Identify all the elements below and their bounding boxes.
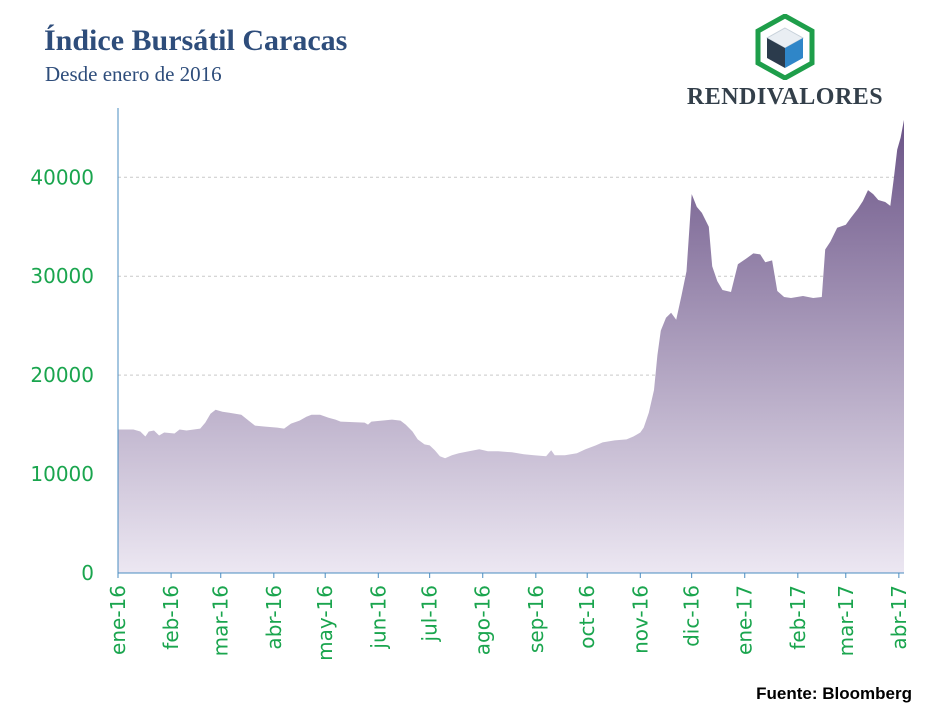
y-tick-label: 0 (81, 561, 94, 585)
rendivalores-logo: RENDIVALORES (680, 14, 890, 114)
logo-text: RENDIVALORES (686, 84, 884, 110)
x-axis-labels: ene-16 feb-16 mar-16 abr-16 may-16 jun-16 jul-… (106, 573, 911, 661)
y-tick-label: 20000 (30, 363, 94, 387)
x-tick-label: abr-17 (887, 585, 911, 650)
x-tick-label: mar-16 (209, 585, 233, 656)
x-tick-label: mar-17 (834, 585, 858, 656)
x-tick-label: nov-16 (628, 585, 652, 654)
x-tick-label: feb-17 (786, 585, 810, 650)
x-tick-label: sep-16 (524, 585, 548, 653)
y-tick-label: 40000 (30, 165, 94, 189)
y-axis-labels: 0 10000 20000 30000 40000 (30, 165, 94, 585)
cube-icon (755, 14, 815, 80)
axes (117, 108, 904, 574)
x-tick-label: abr-16 (262, 585, 286, 650)
y-tick-label: 30000 (30, 264, 94, 288)
y-tick-label: 10000 (30, 462, 94, 486)
x-tick-label: jun-16 (366, 585, 390, 650)
chart-title: Índice Bursátil Caracas (44, 24, 348, 57)
source-note: Fuente: Bloomberg (756, 684, 912, 703)
index-area-series (118, 119, 904, 574)
x-tick-label: may-16 (313, 585, 337, 661)
x-tick-label: jul-16 (418, 585, 442, 642)
chart-subtitle: Desde enero de 2016 (45, 62, 222, 86)
x-tick-label: oct-16 (575, 585, 599, 649)
x-tick-label: feb-16 (159, 585, 183, 650)
x-tick-label: dic-16 (680, 585, 704, 647)
x-tick-label: ene-17 (733, 585, 757, 655)
x-tick-label: ene-16 (106, 585, 130, 655)
x-tick-label: ago-16 (471, 585, 495, 655)
